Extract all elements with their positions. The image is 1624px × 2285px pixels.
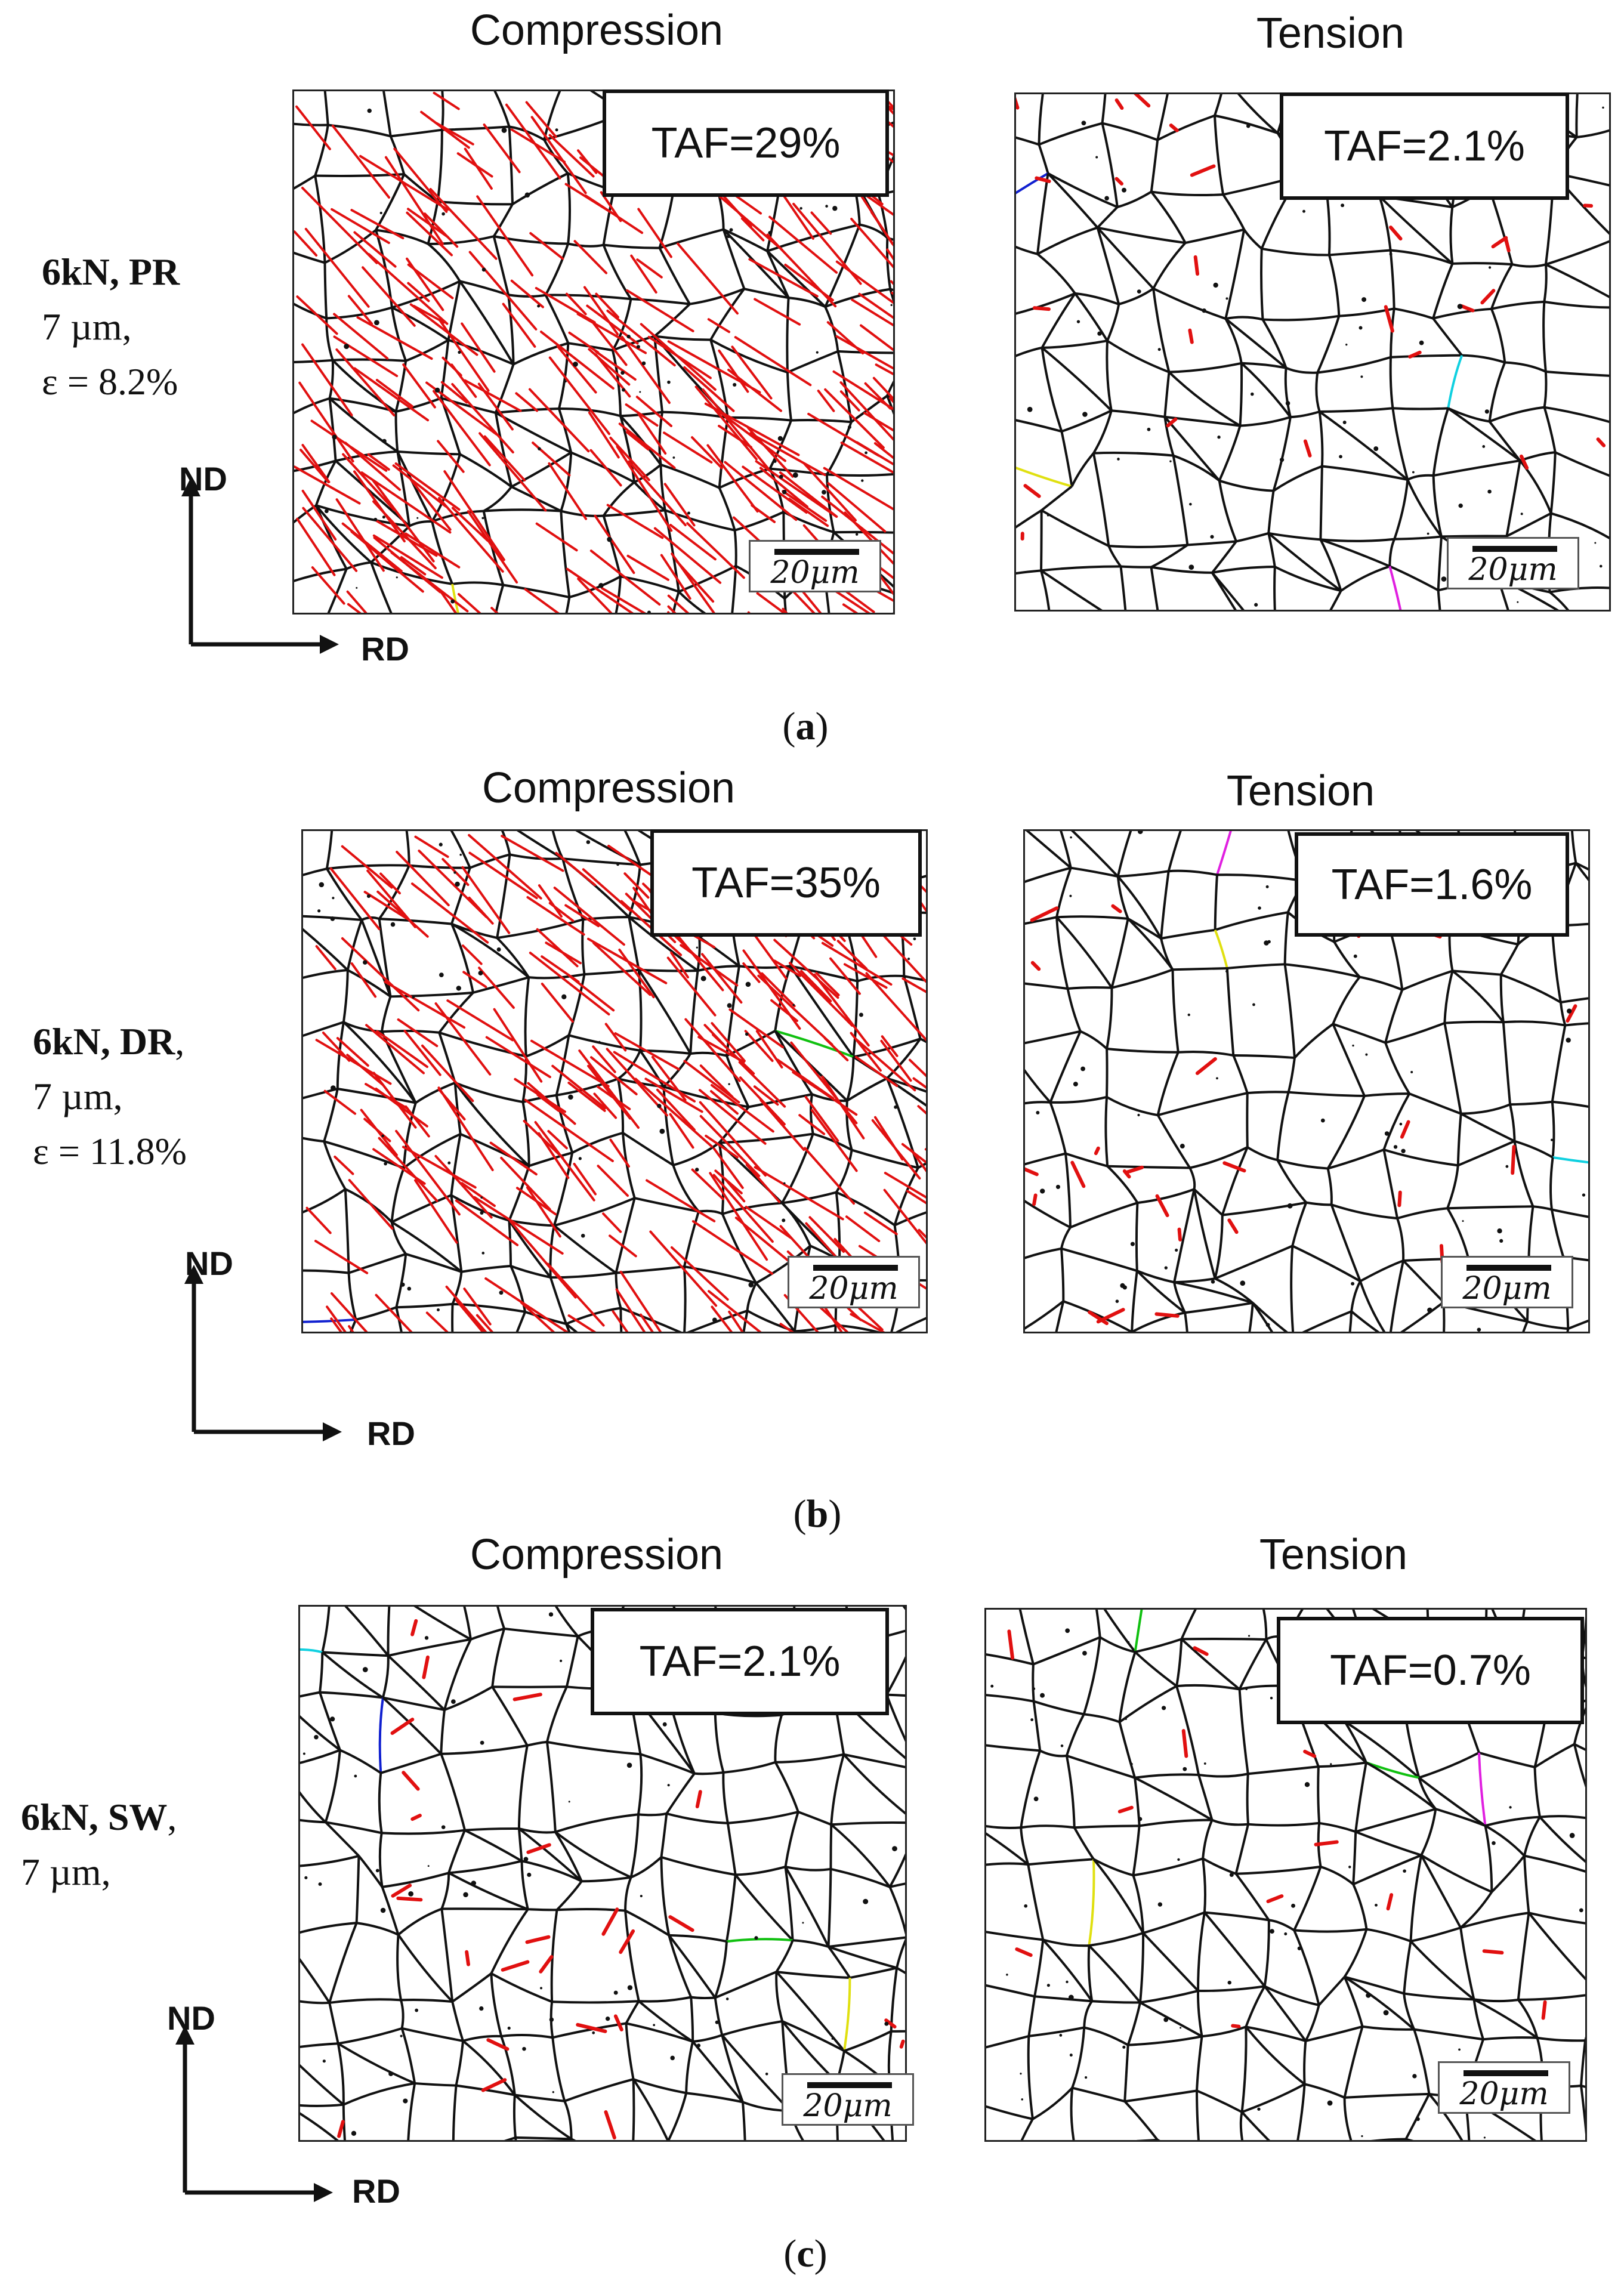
compression-title-b: Compression xyxy=(481,764,736,812)
compression-title-c: Compression xyxy=(470,1531,724,1579)
taf-box-tension-a: TAF=2.1% xyxy=(1280,92,1569,200)
axis-nd-b: ND xyxy=(185,1245,233,1282)
row-label-c-line2: 7 µm, xyxy=(21,1851,111,1893)
taf-box-tension-c: TAF=0.7% xyxy=(1277,1617,1584,1724)
noise-dots xyxy=(1027,101,1604,607)
tension-title-a: Tension xyxy=(1256,10,1405,57)
axes-c xyxy=(175,2025,333,2202)
row-label-a-line2: 7 µm, xyxy=(42,305,132,348)
scale-bar-tension-c: 20μm xyxy=(1438,2061,1570,2114)
axis-rd-b: RD xyxy=(367,1415,415,1452)
scale-label-compression-c: 20μm xyxy=(803,2088,893,2124)
row-label-c-bold: 6kN, SW xyxy=(21,1796,168,1838)
caption-c: (c) xyxy=(783,2232,828,2275)
scale-label-tension-b: 20μm xyxy=(1462,1271,1552,1307)
scale-bar-compression-a: 20μm xyxy=(749,540,881,592)
arrow-up-icon xyxy=(184,1265,203,1284)
row-label-a-bold: 6kN, PR xyxy=(42,251,180,293)
scale-label-compression-a: 20μm xyxy=(770,555,860,591)
taf-box-compression-a: TAF=29% xyxy=(603,89,889,197)
scale-label-tension-a: 20μm xyxy=(1468,552,1558,588)
ebsd-map-compression-a xyxy=(292,89,895,615)
row-label-a-line3: ε = 8.2% xyxy=(42,360,178,403)
row-label-b-line3: ε = 11.8% xyxy=(33,1130,187,1172)
caption-b: (b) xyxy=(793,1492,842,1536)
taf-box-compression-c: TAF=2.1% xyxy=(591,1608,889,1715)
noise-dots xyxy=(317,840,921,1323)
scale-label-compression-b: 20μm xyxy=(809,1271,899,1307)
tension-title-c: Tension xyxy=(1259,1531,1408,1579)
compression-title-a: Compression xyxy=(470,7,724,54)
row-label-c: 6kN, SW, 7 µm, xyxy=(21,1790,177,1900)
row-label-b-bold: 6kN, DR xyxy=(33,1020,175,1063)
twin-lamellae xyxy=(337,1608,905,2140)
arrow-right-icon xyxy=(323,1422,342,1441)
taf-box-compression-b: TAF=35% xyxy=(650,829,922,937)
axis-rd-a: RD xyxy=(361,630,409,668)
scale-bar-tension-b: 20μm xyxy=(1441,1256,1573,1308)
taf-box-tension-b: TAF=1.6% xyxy=(1295,832,1569,937)
arrow-right-icon xyxy=(314,2183,333,2202)
axes-b xyxy=(184,1265,342,1441)
arrow-up-icon xyxy=(175,2025,194,2045)
scale-bar-compression-c: 20μm xyxy=(782,2073,914,2126)
row-label-a: 6kN, PR 7 µm, ε = 8.2% xyxy=(42,245,180,409)
arrow-right-icon xyxy=(320,635,339,654)
axis-nd-c: ND xyxy=(167,1999,215,2037)
scale-bar-compression-b: 20μm xyxy=(788,1256,920,1308)
scale-bar-tension-a: 20μm xyxy=(1447,537,1579,589)
row-label-b-line2: 7 µm, xyxy=(33,1075,123,1117)
scale-label-tension-c: 20μm xyxy=(1459,2076,1549,2112)
tension-title-b: Tension xyxy=(1226,767,1375,815)
row-label-b: 6kN, DR, 7 µm, ε = 11.8% xyxy=(33,1014,187,1179)
axis-rd-c: RD xyxy=(352,2172,400,2210)
axes-a xyxy=(181,477,339,654)
caption-a: (a) xyxy=(782,705,829,748)
arrow-up-icon xyxy=(181,477,200,496)
twin-lamellae xyxy=(294,91,893,613)
axis-nd-a: ND xyxy=(179,460,227,498)
